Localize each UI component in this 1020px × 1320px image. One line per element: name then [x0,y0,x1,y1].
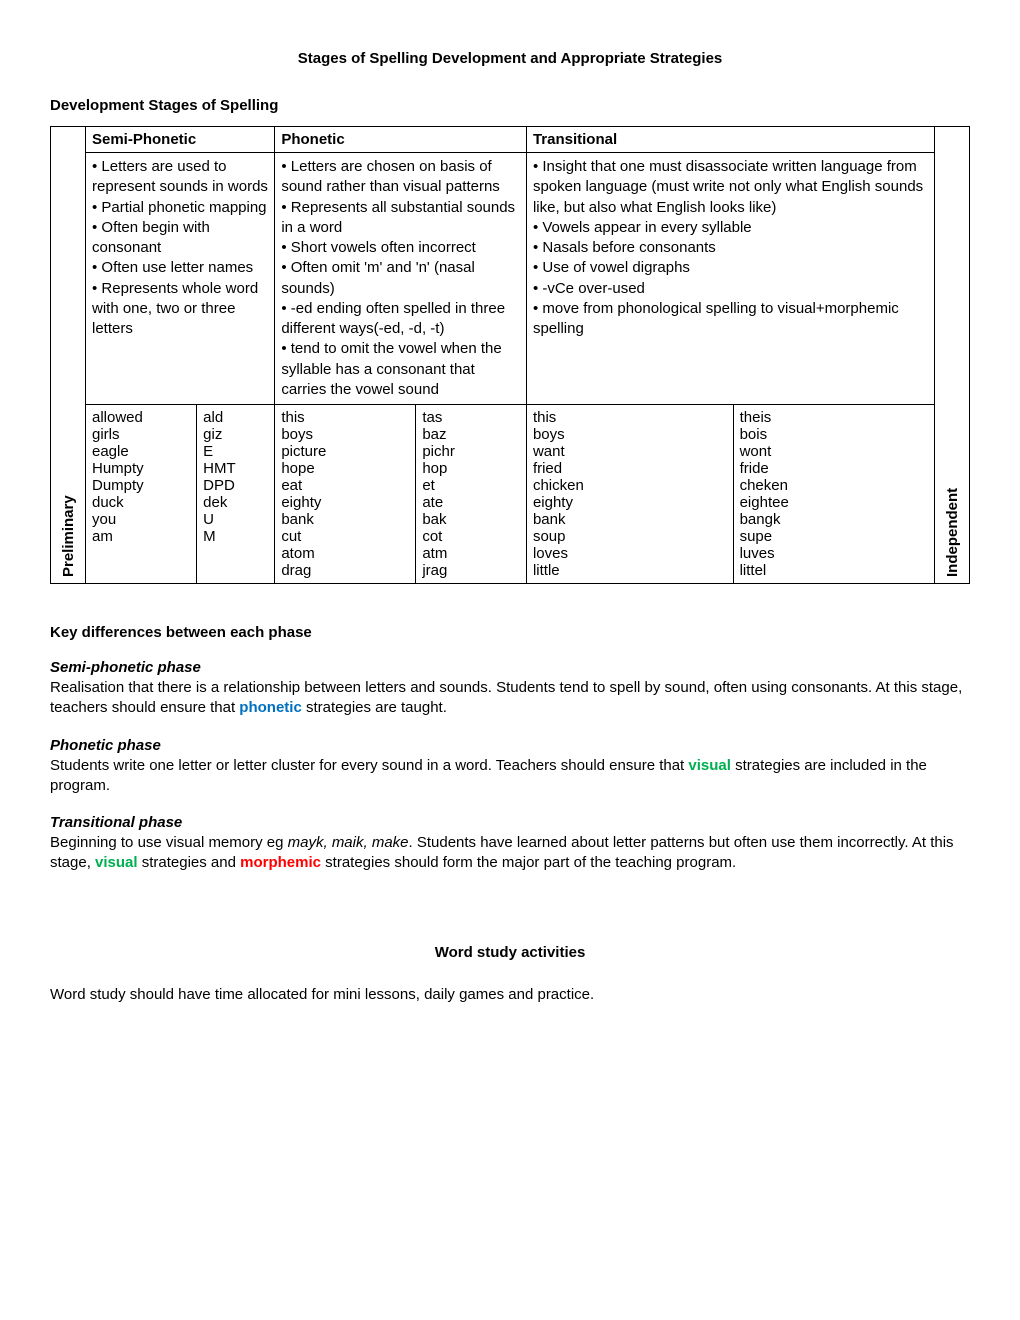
phase-body-semi: Realisation that there is a relationship… [50,678,970,719]
page-title: Stages of Spelling Development and Appro… [50,50,970,67]
phase-heading-phonetic: Phonetic phase [50,737,970,754]
strategy-phonetic: phonetic [239,699,302,716]
ex-semi-right: aldgizEHMTDPDdekUM [197,405,275,584]
strategy-visual-2: visual [95,854,138,871]
ex-trans-right: theisboiswontfridechekeneighteebangksupe… [733,405,934,584]
desc-semi: • Letters are used to represent sounds i… [86,153,275,405]
phase-heading-transitional: Transitional phase [50,814,970,831]
example-italic: mayk, maik, make [288,834,409,851]
section-heading-stages: Development Stages of Spelling [50,97,970,114]
col-header-phonetic: Phonetic [275,127,527,153]
left-stage-label: Preliminary [51,127,86,584]
desc-phonetic: • Letters are chosen on basis of sound r… [275,153,527,405]
ex-phon-right: tasbazpichrhopetatebakcotatmjrag [416,405,527,584]
phase-body-phonetic: Students write one letter or letter clus… [50,756,970,797]
right-stage-label: Independent [935,127,970,584]
strategy-visual: visual [688,757,731,774]
phase-body-transitional: Beginning to use visual memory eg mayk, … [50,833,970,874]
desc-transitional: • Insight that one must disassociate wri… [526,153,934,405]
key-differences-heading: Key differences between each phase [50,624,970,641]
word-study-title: Word study activities [50,944,970,961]
ex-trans-left: thisboyswantfriedchickeneightybanksouplo… [526,405,733,584]
col-header-semi: Semi-Phonetic [86,127,275,153]
stages-table: Preliminary Semi-Phonetic Phonetic Trans… [50,126,970,584]
strategy-morphemic: morphemic [240,854,321,871]
col-header-transitional: Transitional [526,127,934,153]
ex-semi-left: allowedgirlseagleHumptyDumptyduckyouam [86,405,197,584]
ex-phon-left: thisboyspicturehopeeateightybankcutatomd… [275,405,416,584]
phase-heading-semi: Semi-phonetic phase [50,659,970,676]
word-study-body: Word study should have time allocated fo… [50,986,970,1003]
